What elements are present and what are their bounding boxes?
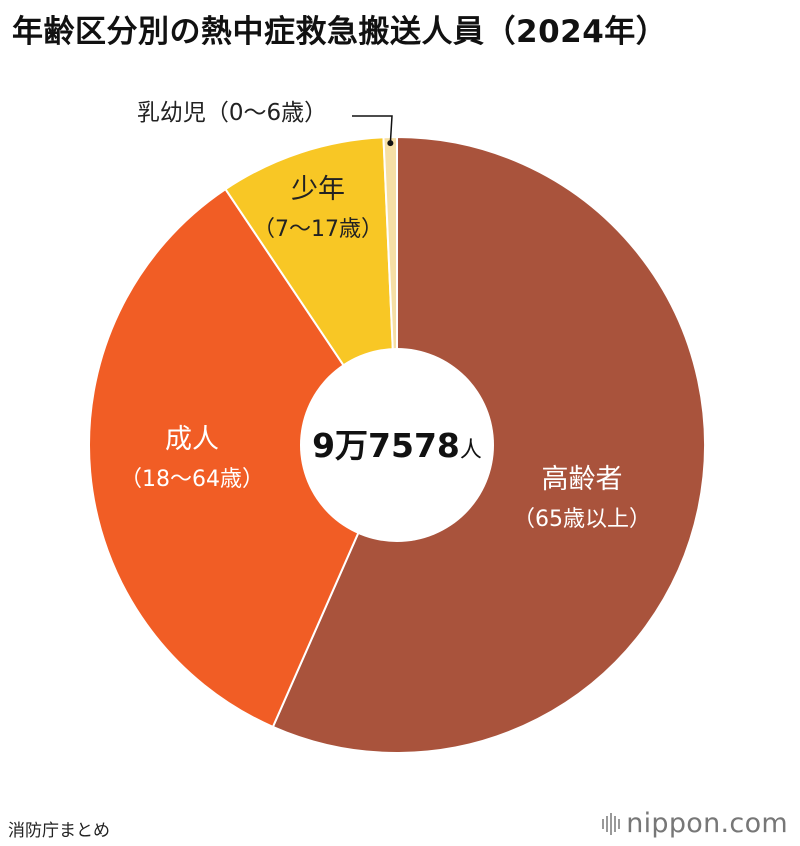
chart-title: 年齢区分別の熱中症救急搬送人員（2024年）	[12, 14, 668, 50]
source-note: 消防庁まとめ	[8, 821, 110, 841]
center-total-unit: 人	[460, 438, 482, 463]
slice-label-name: 少年	[291, 174, 345, 205]
brand-bars-icon	[602, 812, 621, 835]
leader-dot	[387, 140, 394, 147]
leader-line	[352, 115, 393, 144]
slice-label-range: （18〜64歳）	[120, 467, 264, 492]
center-total-number: 9万7578	[312, 426, 460, 465]
brand-logo: nippon .com	[602, 808, 788, 839]
brand-suffix: .com	[720, 808, 788, 839]
slice-label-name: 高齢者	[542, 464, 623, 495]
slice-label-range: （7〜17歳）	[253, 217, 383, 242]
slice-label-name: 成人	[165, 424, 219, 455]
center-total-label: 9万7578人	[312, 426, 482, 465]
donut-hole	[300, 348, 494, 542]
slice-label-name: 乳幼児（0〜6歳）	[137, 100, 327, 126]
pie-slice	[88, 188, 398, 728]
slice-label-range: （65歳以上）	[513, 507, 651, 532]
brand-name: nippon	[626, 808, 721, 839]
